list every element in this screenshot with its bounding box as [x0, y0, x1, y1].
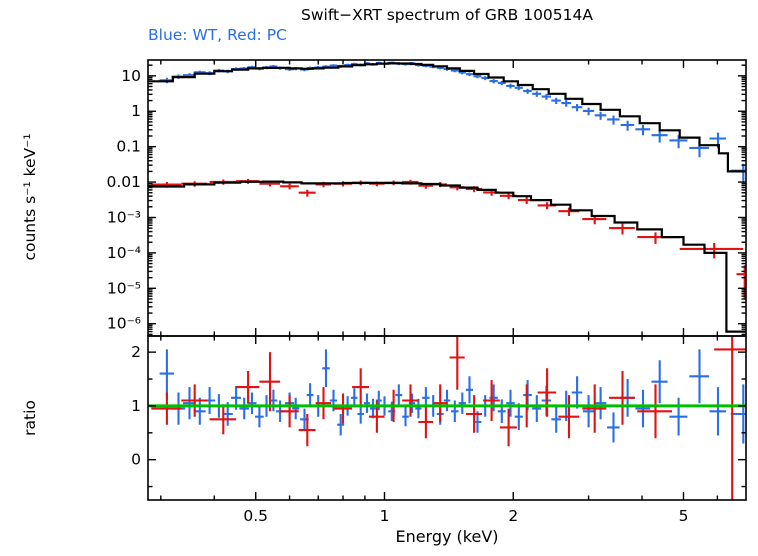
plot-subtitle: Blue: WT, Red: PC [148, 26, 287, 44]
x-tick-label: 5 [679, 507, 689, 525]
counts-tick-label: 0.01 [106, 173, 141, 191]
counts-axis-label: counts s⁻¹ keV⁻¹ [21, 133, 39, 261]
counts-tick-label: 10⁻⁵ [107, 279, 141, 297]
x-tick-label: 0.5 [243, 507, 268, 525]
plot-title: Swift−XRT spectrum of GRB 100514A [301, 6, 593, 24]
counts-tick-label: 10 [121, 67, 141, 85]
axis-ticks [148, 60, 746, 500]
energy-axis-label: Energy (keV) [395, 527, 499, 546]
ratio-tick-label: 1 [131, 397, 141, 415]
wt-spectrum-data [159, 61, 746, 184]
ratio-tick-label: 2 [131, 343, 141, 361]
ratio-tick-label: 0 [131, 451, 141, 469]
counts-tick-label: 10⁻⁴ [107, 244, 141, 262]
counts-tick-label: 1 [131, 102, 141, 120]
counts-tick-label: 0.1 [116, 138, 141, 156]
counts-tick-label: 10⁻³ [107, 209, 141, 227]
counts-tick-label: 10⁻⁶ [107, 315, 141, 333]
pc-spectrum-data [151, 178, 746, 299]
pc-ratio-data [151, 336, 746, 500]
wt-model-line [148, 62, 746, 173]
x-tick-label: 2 [508, 507, 518, 525]
spectrum-panel-frame [147, 59, 747, 337]
ratio-panel-frame [147, 335, 747, 501]
tick-labels: 0.5 1 2 5 10⁻⁶ 10⁻⁵ 10⁻⁴ 10⁻³ 0.01 0.1 1 10 0 1 2 [106, 67, 688, 525]
pc-model-line [148, 180, 746, 333]
x-tick-label: 1 [380, 507, 390, 525]
ratio-axis-label: ratio [21, 400, 39, 436]
